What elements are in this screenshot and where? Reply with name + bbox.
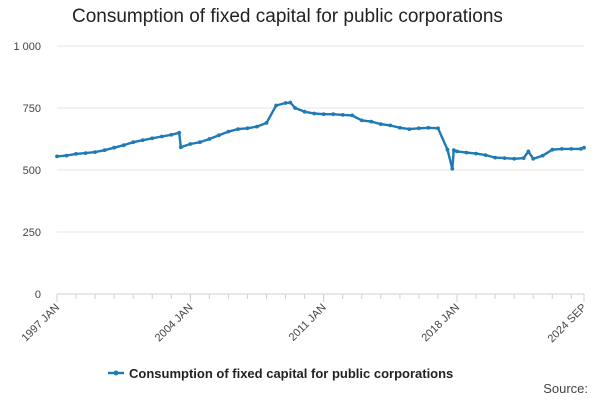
data-point[interactable]: [417, 126, 421, 131]
data-point[interactable]: [445, 147, 450, 152]
data-point[interactable]: [521, 156, 526, 161]
data-point[interactable]: [388, 123, 393, 128]
data-point[interactable]: [578, 147, 583, 151]
legend-marker-icon: [113, 370, 119, 376]
data-point[interactable]: [340, 113, 345, 117]
data-point[interactable]: [150, 136, 155, 141]
chart-title: Consumption of fixed capital for public …: [72, 6, 503, 27]
data-point[interactable]: [226, 129, 231, 134]
data-point[interactable]: [550, 147, 555, 152]
y-tick-label: 0: [35, 289, 41, 301]
legend-label: Consumption of fixed capital for public …: [129, 366, 453, 381]
y-tick-label: 1 000: [13, 41, 41, 53]
legend[interactable]: Consumption of fixed capital for public …: [108, 366, 453, 381]
x-tick-label: 2018 JAN: [419, 302, 462, 345]
data-point[interactable]: [450, 166, 455, 171]
data-point[interactable]: [83, 151, 88, 156]
data-point[interactable]: [407, 127, 412, 131]
data-point[interactable]: [474, 151, 478, 156]
data-point[interactable]: [264, 121, 269, 125]
data-point[interactable]: [582, 145, 586, 150]
data-point[interactable]: [398, 125, 402, 130]
y-tick-label: 250: [23, 227, 41, 239]
data-point[interactable]: [121, 143, 126, 148]
data-point[interactable]: [245, 126, 250, 131]
data-point[interactable]: [436, 126, 440, 131]
data-point[interactable]: [455, 149, 459, 154]
x-axis: [56, 293, 585, 302]
data-point[interactable]: [283, 101, 288, 105]
data-point[interactable]: [569, 147, 574, 151]
x-tick-label: 2004 JAN: [153, 302, 196, 345]
series-points: [55, 100, 586, 171]
data-point[interactable]: [502, 156, 507, 161]
data-point[interactable]: [159, 134, 164, 139]
data-point[interactable]: [102, 148, 107, 153]
data-point[interactable]: [312, 111, 317, 116]
y-tick-label: 500: [23, 165, 41, 177]
data-point[interactable]: [331, 112, 336, 117]
data-point[interactable]: [236, 127, 240, 131]
data-point[interactable]: [378, 122, 383, 126]
data-point[interactable]: [359, 118, 364, 123]
data-point[interactable]: [302, 109, 307, 114]
data-point[interactable]: [274, 103, 278, 108]
data-point[interactable]: [526, 149, 531, 154]
data-point[interactable]: [369, 119, 374, 124]
data-point[interactable]: [451, 148, 456, 153]
y-tick-labels: 0 250 500 750 1 000: [13, 41, 41, 301]
data-point[interactable]: [131, 140, 136, 145]
data-point[interactable]: [93, 150, 97, 155]
x-tick-label: 1997 JAN: [19, 302, 62, 345]
data-point[interactable]: [288, 100, 293, 105]
data-point[interactable]: [207, 137, 212, 141]
data-point[interactable]: [140, 138, 145, 143]
data-point[interactable]: [321, 112, 326, 117]
x-tick-labels: 1997 JAN 2004 JAN 2011 JAN 2018 JAN 2024 SEP: [19, 302, 589, 346]
data-point[interactable]: [169, 132, 174, 137]
grid-lines: [57, 45, 584, 233]
data-point[interactable]: [493, 155, 497, 160]
data-point[interactable]: [188, 142, 193, 146]
x-tick-label: 2024 SEP: [546, 302, 590, 346]
data-point[interactable]: [464, 150, 469, 155]
y-tick-label: 750: [23, 103, 41, 115]
data-point[interactable]: [217, 133, 221, 138]
data-point[interactable]: [531, 156, 536, 161]
data-point[interactable]: [512, 156, 517, 161]
data-point[interactable]: [198, 140, 202, 145]
data-point[interactable]: [178, 145, 183, 150]
data-point[interactable]: [559, 147, 564, 151]
source-label: Source:: [543, 381, 588, 396]
data-point[interactable]: [426, 125, 431, 130]
data-point[interactable]: [177, 130, 182, 135]
data-point[interactable]: [540, 153, 545, 158]
data-point[interactable]: [55, 154, 59, 159]
data-point[interactable]: [64, 153, 69, 158]
data-point[interactable]: [255, 124, 259, 129]
data-point[interactable]: [293, 106, 297, 110]
data-point[interactable]: [483, 153, 488, 158]
data-point[interactable]: [350, 113, 355, 118]
data-point[interactable]: [112, 145, 116, 150]
data-point[interactable]: [74, 152, 78, 156]
x-tick-label: 2011 JAN: [287, 302, 329, 344]
